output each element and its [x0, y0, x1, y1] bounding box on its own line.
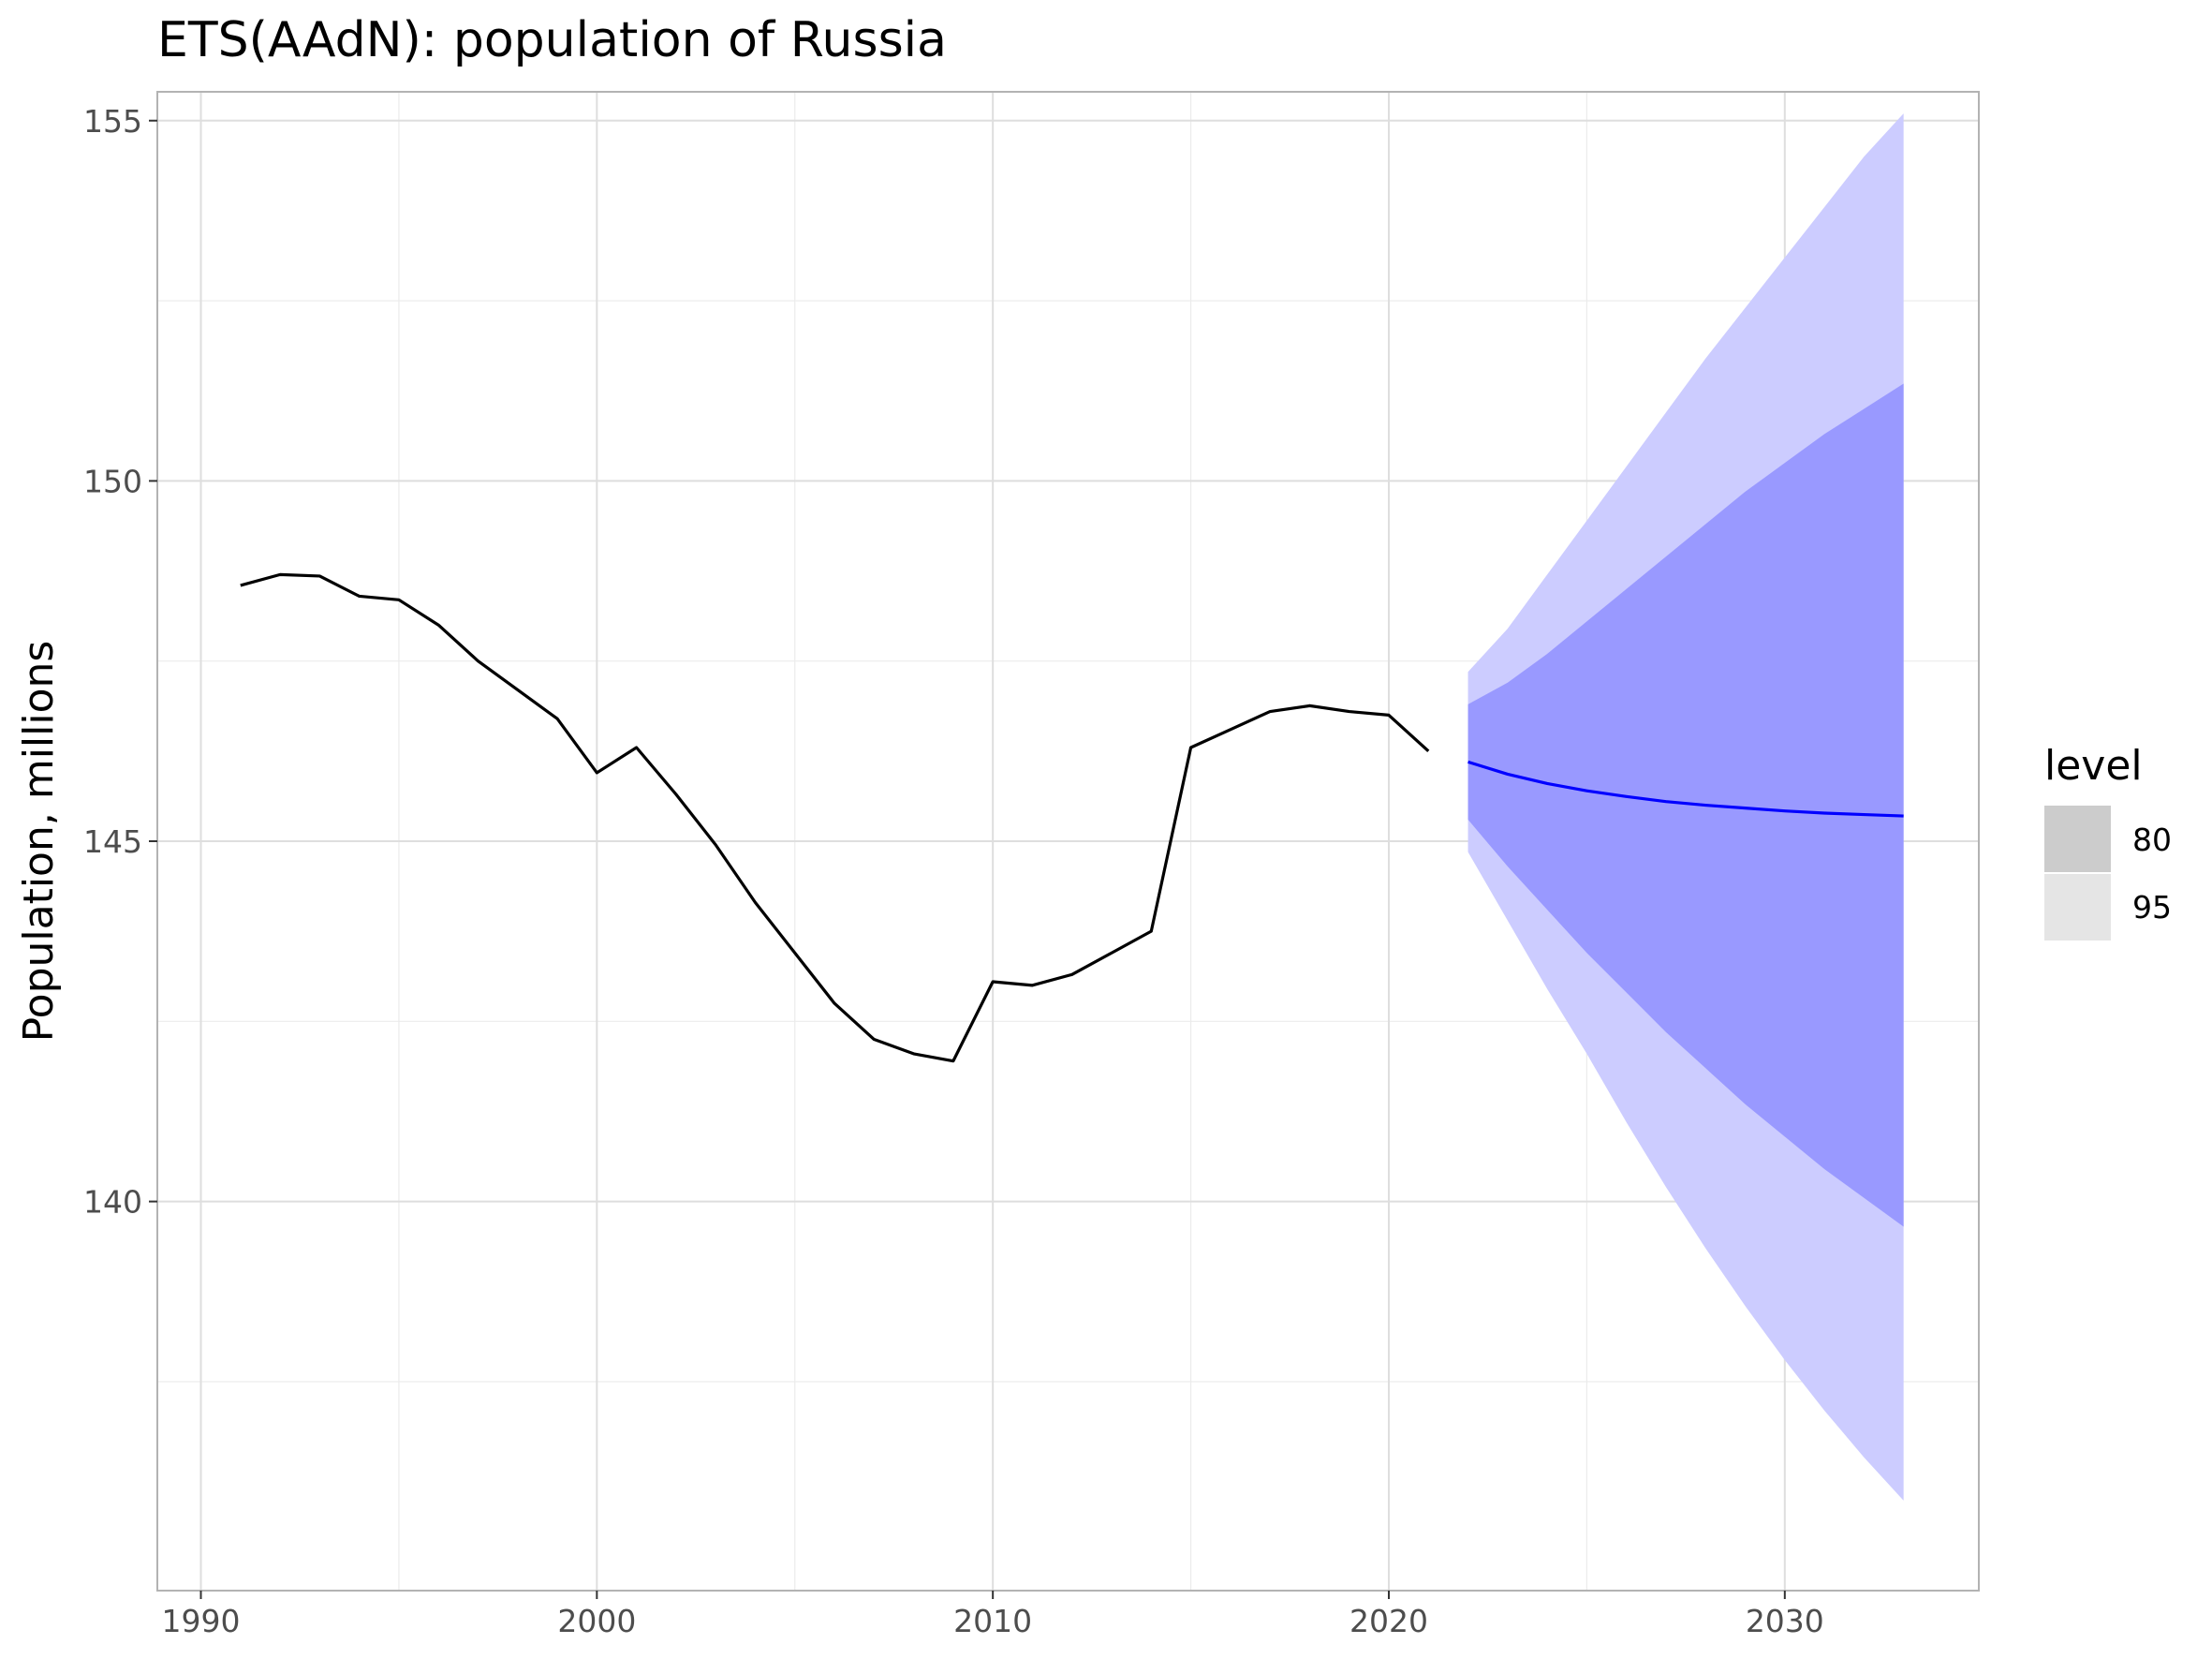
x-tick-label: 2010: [953, 1603, 1032, 1639]
legend: level 80 95: [2044, 742, 2172, 941]
y-axis-title: Population, millions: [15, 641, 63, 1043]
y-tick-label: 155: [83, 103, 142, 140]
x-axis: 1990 2000 2010 2020 2030: [162, 1591, 1824, 1639]
y-axis: 140 145 150 155: [83, 103, 157, 1221]
series-lines: [240, 572, 1904, 1063]
x-tick-label: 1990: [162, 1603, 241, 1639]
legend-key-95: [2044, 874, 2111, 941]
y-tick-label: 140: [83, 1184, 142, 1221]
y-tick-label: 150: [83, 463, 142, 499]
x-tick-label: 2030: [1746, 1603, 1824, 1639]
legend-title: level: [2044, 742, 2143, 790]
prediction-intervals: [1467, 113, 1904, 1501]
x-tick-label: 2000: [557, 1603, 636, 1639]
legend-label-80: 80: [2132, 822, 2172, 858]
y-tick-label: 145: [83, 823, 142, 860]
history-line: [240, 572, 1430, 1063]
forecast-mean-line: [1467, 760, 1904, 818]
legend-key-80: [2044, 806, 2111, 872]
x-tick-label: 2020: [1349, 1603, 1428, 1639]
chart-title: ETS(AAdN): population of Russia: [157, 12, 947, 68]
band-80: [1467, 383, 1904, 1227]
legend-label-95: 95: [2132, 889, 2172, 926]
